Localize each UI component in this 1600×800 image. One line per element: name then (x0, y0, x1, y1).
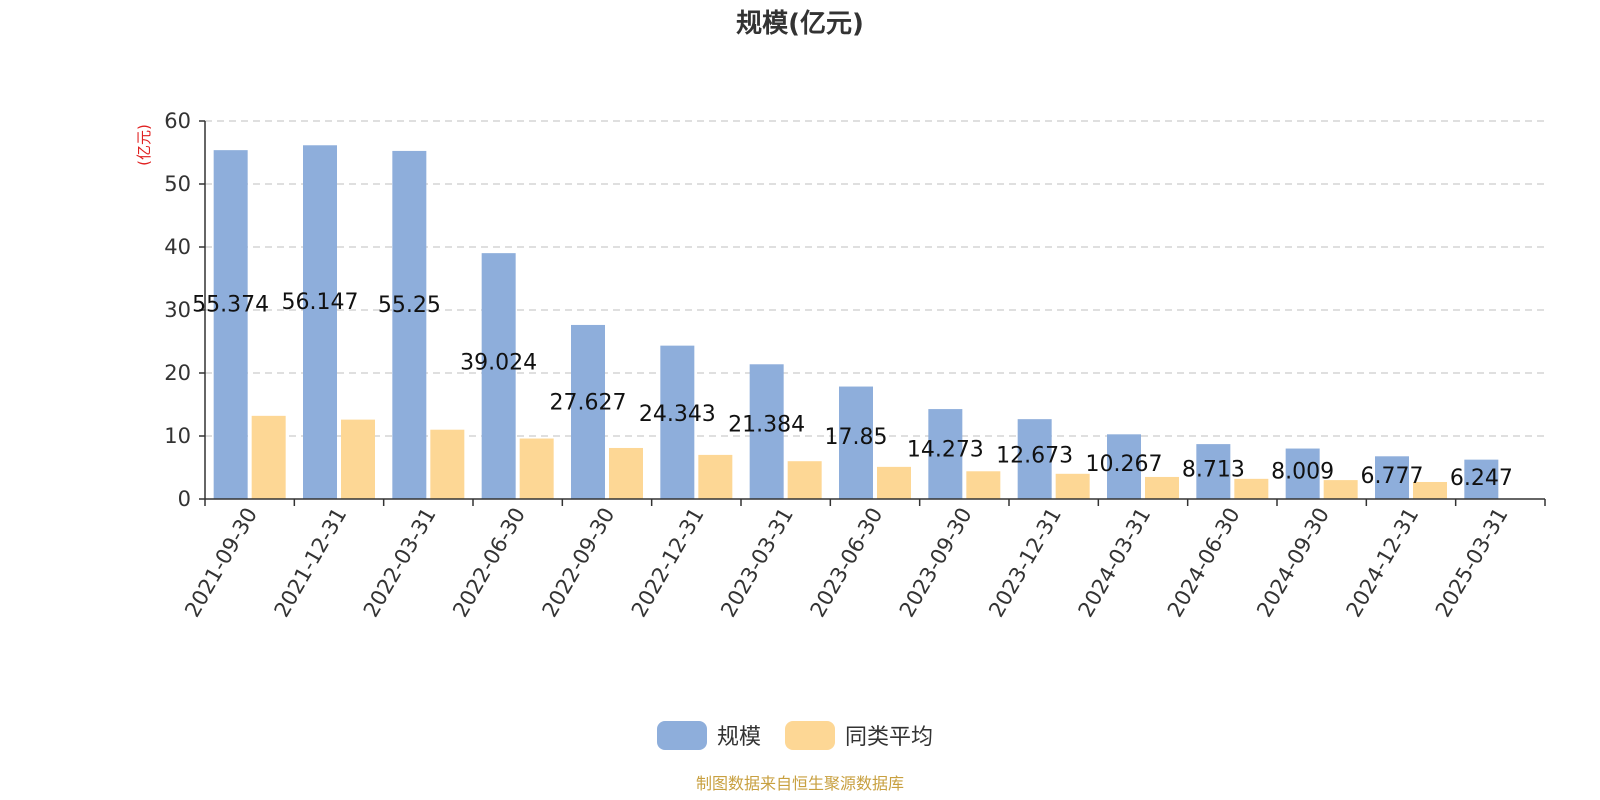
x-tick-label: 2023-06-30 (806, 504, 888, 622)
x-tick-label: 2023-03-31 (716, 504, 798, 622)
bar-category-average (1055, 473, 1090, 499)
bar-scale (1464, 459, 1499, 499)
bar-scale (213, 150, 248, 499)
bar-data-label: 39.024 (460, 350, 537, 375)
x-tick-label: 2024-12-31 (1342, 504, 1424, 622)
bar-data-label: 27.627 (550, 391, 627, 416)
bar-scale (749, 364, 784, 499)
bars (213, 145, 1499, 500)
bar-data-label: 55.25 (378, 293, 441, 318)
x-tick-label: 2023-12-31 (984, 504, 1066, 622)
grid-lines (205, 120, 1545, 437)
bar-category-average (877, 466, 911, 499)
bar-data-label: 12.673 (996, 443, 1073, 468)
y-tick-label: 30 (164, 298, 191, 322)
bar-scale (1107, 434, 1141, 499)
x-tick-label: 2022-12-31 (627, 504, 709, 622)
y-tick-label: 40 (164, 235, 191, 259)
bar-data-label: 17.85 (825, 425, 888, 450)
bar-scale (928, 409, 963, 499)
bar-category-average (1234, 478, 1269, 499)
bar-scale (571, 324, 605, 499)
bar-scale (1285, 448, 1320, 499)
x-tick-label: 2022-03-31 (359, 504, 441, 622)
legend-label: 同类平均 (845, 725, 933, 750)
bar-scale (1375, 456, 1409, 499)
bar-category-average (966, 471, 1001, 499)
bar-scale (1017, 419, 1052, 499)
source-note: 制图数据来自恒生聚源数据库 (696, 774, 904, 793)
bar-data-label: 8.009 (1271, 460, 1334, 485)
bar-category-average (430, 429, 465, 499)
bar-data-label: 14.273 (907, 438, 984, 463)
bar-data-label: 6.777 (1361, 464, 1424, 489)
bar-scale (1196, 444, 1231, 499)
bar-category-average (251, 415, 286, 499)
bar-category-average (609, 447, 643, 499)
x-tick-label: 2021-12-31 (270, 504, 352, 622)
x-tick-label: 2022-09-30 (538, 504, 620, 622)
bar-data-label: 24.343 (639, 402, 716, 427)
bar-scale (839, 386, 873, 499)
y-axis-unit-label: (亿元) (135, 124, 153, 166)
bar-data-label: 56.147 (282, 290, 359, 315)
bar-category-average (341, 419, 375, 499)
bar-scale (481, 253, 516, 499)
legend-swatch (657, 721, 707, 750)
x-tick-label: 2024-06-30 (1163, 504, 1245, 622)
bar-category-average (698, 454, 733, 499)
y-tick-label: 60 (164, 109, 191, 133)
x-tick-label: 2025-03-31 (1431, 504, 1513, 622)
x-tick-label: 2021-09-30 (180, 504, 262, 622)
y-tick-label: 10 (164, 424, 191, 448)
chart-title: 规模(亿元) (736, 9, 864, 39)
legend-label: 规模 (717, 725, 761, 750)
bar-scale (392, 150, 427, 500)
bar-data-label: 21.384 (728, 413, 805, 438)
legend[interactable]: 规模 同类平均 (657, 721, 933, 750)
x-tick-label: 2023-09-30 (895, 504, 977, 622)
bar-data-label: 55.374 (192, 293, 269, 318)
bar-data-label: 8.713 (1182, 457, 1245, 482)
bar-scale (660, 345, 695, 499)
bar-data-label: 10.267 (1086, 452, 1163, 477)
axes: 0 10 20 30 40 50 60 2021-09-30 2021-12-31 2022-03… (164, 109, 1546, 622)
legend-item[interactable]: 规模 (657, 721, 761, 750)
bar-category-average (1145, 476, 1179, 499)
legend-swatch (785, 721, 835, 750)
y-tick-label: 0 (178, 487, 191, 511)
x-tick-label: 2024-09-30 (1252, 504, 1334, 622)
bar-category-average (1323, 480, 1358, 499)
bar-category-average (519, 438, 554, 499)
y-tick-label: 20 (164, 361, 191, 385)
legend-item[interactable]: 同类平均 (785, 721, 933, 750)
bar-category-average (787, 461, 822, 499)
x-tick-label: 2024-03-31 (1074, 504, 1156, 622)
y-tick-label: 50 (164, 172, 191, 196)
x-tick-label: 2022-06-30 (448, 504, 530, 622)
bar-data-label: 6.247 (1450, 466, 1513, 491)
bar-category-average (1413, 481, 1447, 499)
bar-scale (303, 145, 337, 499)
data-labels: 55.374 56.147 55.25 39.024 27.627 24.343 21.38… (192, 290, 1513, 491)
